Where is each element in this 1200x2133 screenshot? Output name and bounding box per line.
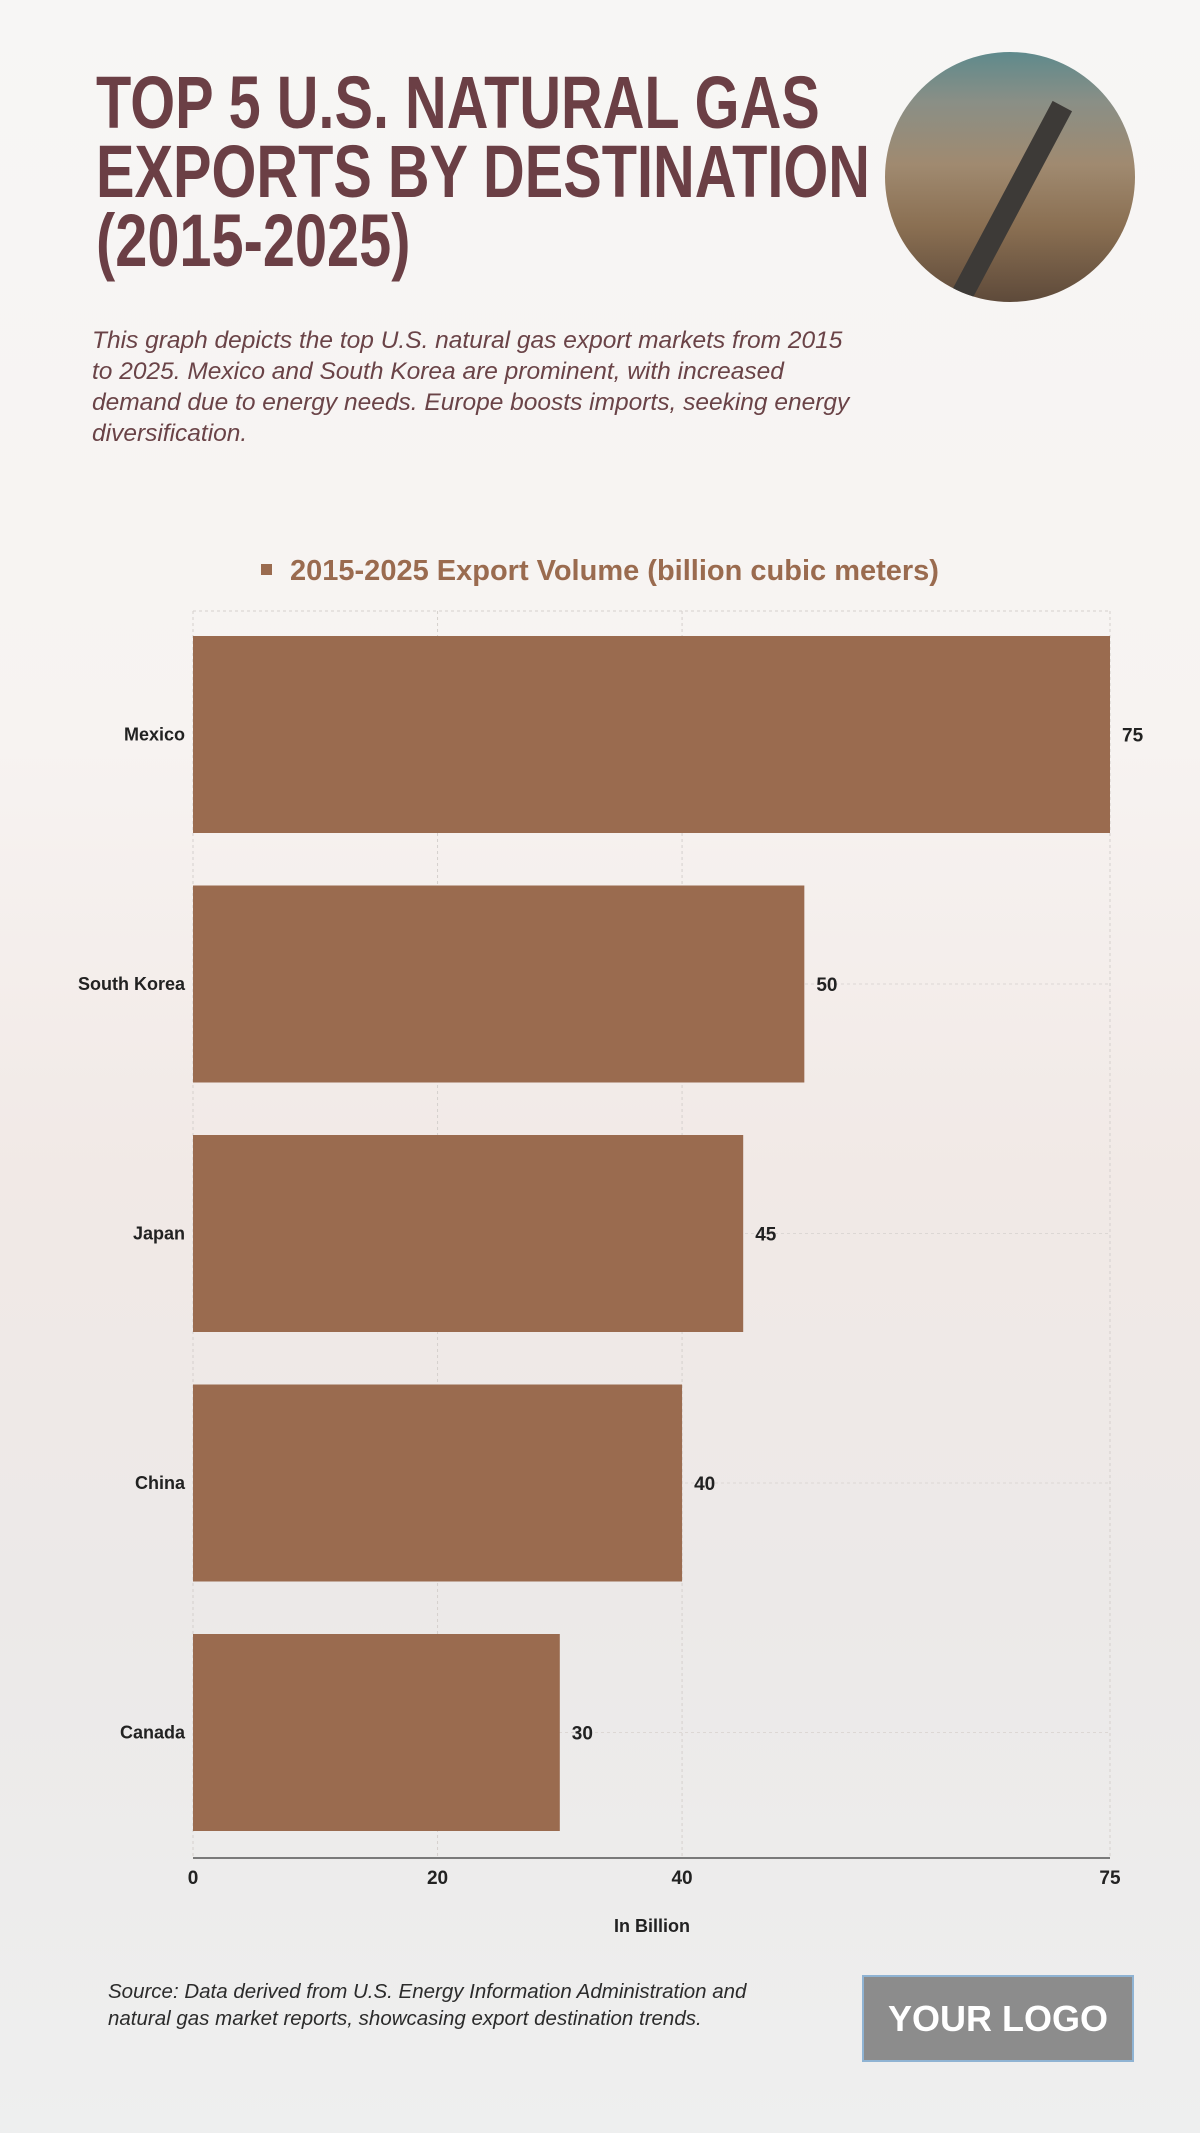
category-label: China bbox=[135, 1473, 186, 1493]
data-label: 50 bbox=[816, 975, 837, 996]
bar bbox=[193, 636, 1110, 833]
tick-label: 0 bbox=[188, 1868, 199, 1889]
data-label: 75 bbox=[1122, 726, 1144, 747]
tick-label: 40 bbox=[671, 1868, 692, 1889]
chart-subtitle: This graph depicts the top U.S. natural … bbox=[92, 327, 850, 447]
data-label: 40 bbox=[694, 1474, 715, 1495]
title-line: (2015-2025) bbox=[96, 199, 411, 282]
legend: 2015-2025 Export Volume (billion cubic m… bbox=[0, 555, 1200, 588]
source-note: Source: Data derived from U.S. Energy In… bbox=[108, 1980, 747, 2030]
tick-label: 75 bbox=[1099, 1868, 1121, 1889]
category-label: Japan bbox=[133, 1224, 185, 1244]
legend-swatch bbox=[261, 563, 273, 575]
highway-photo bbox=[885, 52, 1135, 302]
logo-placeholder: YOUR LOGO bbox=[862, 1975, 1134, 2062]
title-line: TOP 5 U.S. NATURAL GAS bbox=[96, 61, 820, 144]
tick-label: 20 bbox=[427, 1868, 448, 1889]
category-label: Canada bbox=[120, 1723, 186, 1743]
bar bbox=[193, 1634, 560, 1831]
data-label: 30 bbox=[572, 1724, 593, 1745]
category-label: South Korea bbox=[78, 974, 186, 994]
chart-title: TOP 5 U.S. NATURAL GAS EXPORTS BY DESTIN… bbox=[96, 61, 870, 282]
bar bbox=[193, 1384, 683, 1582]
category-label: Mexico bbox=[124, 725, 185, 745]
bar bbox=[193, 885, 805, 1083]
legend-label: 2015-2025 Export Volume (billion cubic m… bbox=[290, 555, 939, 587]
x-axis-title: In Billion bbox=[614, 1916, 690, 1936]
data-label: 45 bbox=[755, 1225, 777, 1246]
title-line: EXPORTS BY DESTINATION bbox=[96, 130, 870, 213]
bar bbox=[193, 1135, 744, 1332]
